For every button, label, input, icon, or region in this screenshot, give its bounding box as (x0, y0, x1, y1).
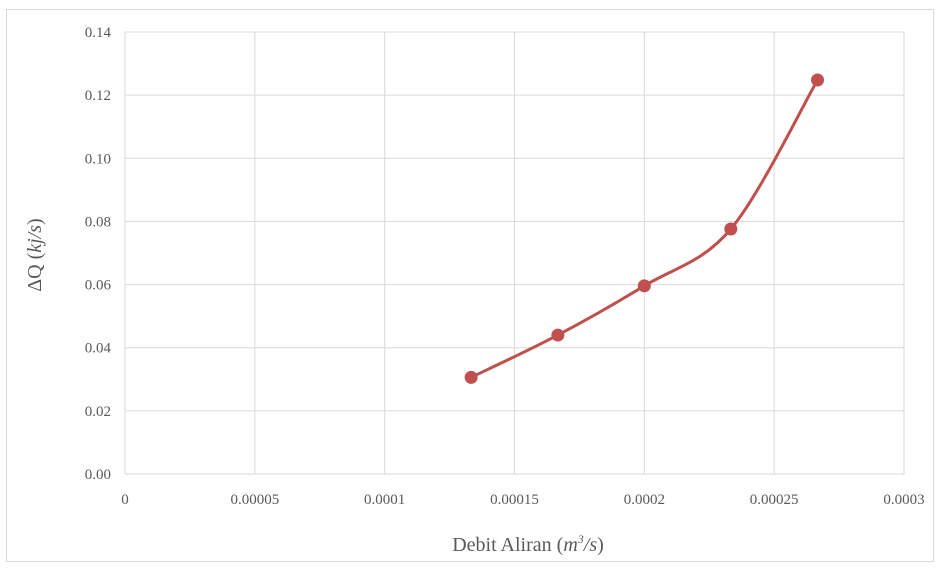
y-axis-title: ΔQ (kj/s) (24, 218, 46, 291)
y-tick-label: 0.02 (85, 404, 111, 420)
y-tick-label: 0.06 (85, 278, 112, 294)
series-layer (464, 73, 825, 384)
data-point (724, 222, 738, 236)
data-point (811, 73, 825, 87)
data-point (637, 279, 651, 293)
x-axis-title: Debit Aliran (m3/s) (452, 532, 604, 556)
series-line (469, 78, 820, 379)
y-tick-label: 0.04 (85, 341, 112, 357)
data-point (551, 328, 565, 342)
chart-frame (6, 9, 934, 562)
data-point (464, 370, 478, 384)
x-tick-label: 0 (121, 492, 129, 508)
y-tick-label: 0.10 (85, 151, 111, 167)
x-tick-label: 0.0001 (364, 492, 405, 508)
x-tick-label: 0.0002 (624, 492, 665, 508)
y-tick-label: 0.00 (85, 467, 111, 483)
y-tick-label: 0.08 (85, 214, 111, 230)
y-tick-label: 0.14 (85, 25, 112, 41)
y-axis-ticks: 0.00 0.02 0.04 0.06 0.08 0.10 0.12 0.14 (85, 25, 112, 483)
x-tick-label: 0.00005 (230, 492, 279, 508)
x-axis-ticks: 0 0.00005 0.0001 0.00015 0.0002 0.00025 0.0003 (121, 492, 924, 508)
x-tick-label: 0.0003 (883, 492, 924, 508)
y-tick-label: 0.12 (85, 88, 111, 104)
x-tick-label: 0.00025 (750, 492, 799, 508)
x-tick-label: 0.00015 (490, 492, 539, 508)
gridlines (124, 31, 905, 475)
